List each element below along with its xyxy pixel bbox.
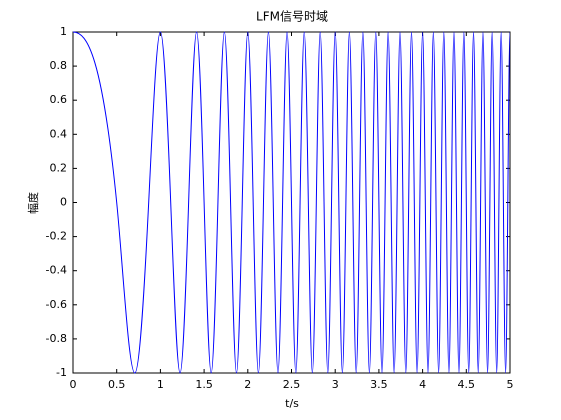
- x-tick-label: 5: [507, 378, 514, 391]
- x-axis-label: t/s: [285, 397, 299, 410]
- y-tick-label: -0.8: [46, 332, 67, 345]
- x-tick-label: 2.5: [283, 378, 301, 391]
- y-tick-label: 0.6: [50, 93, 68, 106]
- y-tick-label: -1: [56, 366, 67, 379]
- y-tick-label: -0.2: [46, 230, 67, 243]
- x-tick-label: 2: [244, 378, 251, 391]
- y-tick-label: 0.8: [50, 59, 68, 72]
- x-tick-label: 1: [157, 378, 164, 391]
- x-tick-label: 4: [419, 378, 426, 391]
- chart-title: LFM信号时域: [256, 10, 328, 24]
- y-axis-label: 幅度: [26, 192, 40, 214]
- y-tick-label: 1: [60, 25, 67, 38]
- y-tick-label: -0.6: [46, 298, 67, 311]
- y-tick-label: 0.2: [50, 161, 68, 174]
- y-tick-label: 0: [60, 196, 67, 209]
- y-tick-label: -0.4: [46, 264, 67, 277]
- signal-line: [72, 31, 511, 374]
- x-tick-label: 1.5: [195, 378, 213, 391]
- x-tick-label: 3.5: [370, 378, 388, 391]
- x-tick-label: 4.5: [458, 378, 476, 391]
- y-tick-label: 0.4: [50, 127, 68, 140]
- x-tick-label: 0: [70, 378, 77, 391]
- x-tick-label: 0.5: [108, 378, 126, 391]
- x-tick-label: 3: [332, 378, 339, 391]
